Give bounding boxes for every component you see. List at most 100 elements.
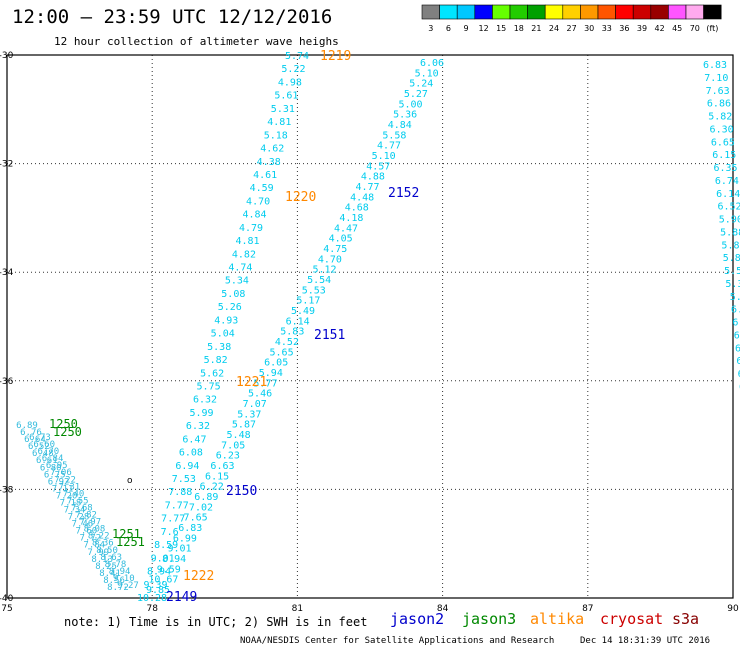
wave-height-value: 7.10 [704,73,728,84]
wave-height-value: 5.74 [285,51,309,62]
wave-height-value: 5.22 [281,64,305,75]
wave-height-value: 6.70 [38,447,60,457]
wave-height-value: 5.24 [409,79,433,90]
wave-height-value: 9.01 [167,544,191,555]
wave-height-value: 7.40 [63,489,85,499]
wave-height-value: 7.68 [71,503,93,513]
wave-height-value: 5.17 [296,296,320,307]
wave-height-value: 5.27 [404,89,428,100]
wave-height-value: 4.82 [232,249,256,260]
wave-height-value: 8.56 [103,576,125,586]
wave-height-value: 4.77 [377,141,401,152]
wave-height-value: 4.62 [260,144,284,155]
wave-height-value: 6.75 [44,470,66,480]
wave-height-value: 6.99 [173,533,197,544]
wave-height-value: 7.88 [168,487,192,498]
wave-height-value: 6.47 [182,434,206,445]
wave-height-value: 7.65 [184,513,208,524]
wave-height-value: 9.85 [146,585,170,596]
latitude-label: -32 [0,160,13,170]
wave-height-value: 4.93 [214,315,238,326]
wave-height-value: 4.88 [361,172,385,183]
pass-time-label: 1220 [285,190,316,205]
wave-height-value: 5.54 [307,275,331,286]
wave-height-value: 7.53 [172,474,196,485]
wave-height-value: 5.36 [393,110,417,121]
wave-height-value: 6.4 [739,382,740,393]
wave-height-value: 6.14 [716,189,740,200]
wave-height-value: 8.59 [154,540,178,551]
longitude-label: 78 [146,604,158,614]
pass-time-label: 1251 [112,527,141,541]
wave-height-value: 6.89 [16,421,38,431]
wave-height-value: 4.84 [243,210,267,221]
wave-height-value: 6.32 [186,421,210,432]
pass-time-label: 2149 [166,590,197,605]
wave-height-value: 7.97 [79,518,101,528]
wave-height-value: 6.60 [33,440,55,450]
wave-height-value: 5.00 [398,99,422,110]
axis-tick-labels: 75 78 81 84 87 90 -30 -32 -34 -36 -38 -40 [0,51,739,614]
wave-height-value: 4.79 [239,223,263,234]
wave-height-value: 4.81 [235,236,259,247]
wave-height-value: 4.61 [253,170,277,181]
legend-label: 30 [584,24,594,33]
wave-height-value: 6.52 [28,442,50,452]
wave-height-value: 6.83 [178,523,202,534]
legend-label: 15 [496,24,506,33]
legend-label: 3 [428,24,433,33]
legend-label: 33 [602,24,612,33]
wave-height-value: 5.26 [218,302,242,313]
wave-height-value: 6.3 [731,305,740,316]
wave-height-value: 7.55 [67,496,89,506]
wave-height-value: 5.61 [274,91,298,102]
wave-height-value: 8.72 [107,583,129,593]
wave-height-value: 6.05 [264,358,288,369]
wave-height-value: 6.1 [734,330,740,341]
wave-height-value: 7.06 [50,468,72,478]
pass-time-label: 1219 [320,49,351,64]
wave-height-tracks: 5.74 5.22 4.98 5.61 5.31 4.81 5.18 4.62 4.38 4.61… [16,51,740,604]
wave-height-value: 7.60 [76,527,98,537]
wave-height-value: 7.05 [221,440,245,451]
wave-height-value: 6.65 [711,137,735,148]
wave-height-value: 8.94 [147,567,171,578]
longitude-label: 84 [437,604,449,614]
pass-time-label: 2150 [226,484,257,499]
legend-swatch [703,4,722,20]
wave-height-value: 6.35 [714,163,738,174]
wave-height-value: 5.37 [237,409,261,420]
wave-height-value: 8.63 [100,553,122,563]
wave-height-value: 4.70 [246,196,270,207]
pass-time-labels: 1219 1220 1221 1222 2152 2151 2150 2149 12501250… [49,49,419,605]
wave-height-value: 5.59 [724,266,740,277]
wave-height-value: 6.32 [193,395,217,406]
wave-height-value: 5.83 [280,327,304,338]
wave-height-value: 5.12 [313,265,337,276]
wave-height-value: 7.02 [189,502,213,513]
page-title: 12:00 – 23:59 UTC 12/12/2016 [12,6,333,28]
wave-height-value: 4.47 [334,223,358,234]
wave-height-value: 5.77 [253,378,277,389]
credit-line: NOAA/NESDIS Center for Satellite Applica… [240,636,555,646]
wave-height-value: 6.92 [48,477,70,487]
legend-label: 9 [463,24,468,33]
wave-height-value: 7.77 [165,500,189,511]
wave-height-value: 7.63 [706,86,730,97]
wave-height-value: 6.6 [736,356,740,367]
wave-height-value: 4.77 [355,182,379,193]
wave-height-value: 7.6 [161,527,179,538]
legend-cryosat: cryosat [600,610,664,628]
wave-height-value: 5.75 [197,381,221,392]
wave-height-value: 6.89 [194,492,218,503]
pass-time-label: 2152 [388,186,419,201]
legend-jason2: jason2 [390,610,445,628]
wave-height-value: 6.15 [205,471,229,482]
page-subtitle: 12 hour collection of altimeter wave hei… [54,35,339,48]
wave-height-value: 6.95 [46,461,68,471]
wave-height-value: 4.75 [323,244,347,255]
wave-height-value: 8.41 [99,569,121,579]
wave-height-value: 6.64 [24,435,46,445]
latitude-label: -34 [0,268,14,278]
